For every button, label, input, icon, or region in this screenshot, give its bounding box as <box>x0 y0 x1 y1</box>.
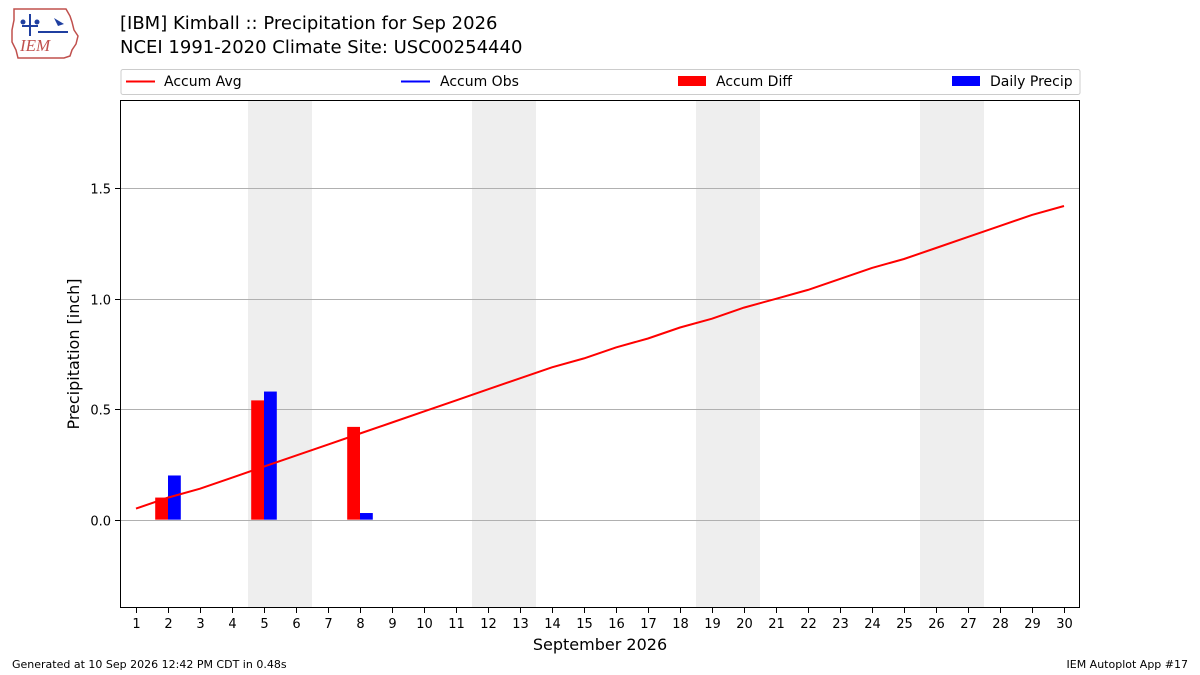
generated-timestamp: Generated at 10 Sep 2026 12:42 PM CDT in… <box>12 658 287 671</box>
x-tick-label: 29 <box>1024 617 1041 632</box>
x-tick-label: 8 <box>356 617 364 632</box>
x-axis: 1 2 3 4 5 6 7 8 9 10 11 12 13 14 15 16 17 18 19 20 21 22 23 24 2… <box>132 608 1073 632</box>
x-tick-label: 27 <box>960 617 977 632</box>
y-axis-label: Precipitation [inch] <box>64 278 83 429</box>
legend-label-accum-avg: Accum Avg <box>164 74 242 90</box>
x-tick-label: 13 <box>512 617 529 632</box>
weekend-band <box>696 100 760 608</box>
x-tick-label: 1 <box>132 617 140 632</box>
legend-box <box>120 69 1081 95</box>
x-tick-label: 28 <box>992 617 1009 632</box>
x-tick-label: 22 <box>800 617 817 632</box>
chart-title: [IBM] Kimball :: Precipitation for Sep 2… <box>120 13 498 34</box>
daily-precip-bar <box>360 513 373 520</box>
series-lines <box>135 205 1065 510</box>
x-tick-label: 20 <box>736 617 753 632</box>
y-tick-label: 1.5 <box>90 183 111 198</box>
x-tick-label: 11 <box>448 617 465 632</box>
x-tick-label: 7 <box>324 617 332 632</box>
accum-diff-bar <box>347 426 360 520</box>
x-tick-label: 25 <box>896 617 913 632</box>
legend-label-accum-diff: Accum Diff <box>716 74 792 90</box>
y-axis: 0.0 0.5 1.0 1.5 <box>90 183 120 530</box>
y-tick-label: 1.0 <box>90 294 111 309</box>
legend-swatch-daily-precip <box>952 76 980 86</box>
x-tick-label: 4 <box>228 617 236 632</box>
y-tick-label: 0.5 <box>90 404 111 419</box>
x-tick-label: 16 <box>608 617 625 632</box>
legend-swatch-accum-diff <box>678 76 706 86</box>
x-tick-label: 14 <box>544 617 561 632</box>
app-id: IEM Autoplot App #17 <box>1066 658 1189 671</box>
iem-logo: IEM <box>11 8 79 59</box>
x-tick-label: 17 <box>640 617 657 632</box>
daily-precip-bar <box>168 475 181 520</box>
daily-precip-bar <box>264 391 277 520</box>
accum-diff-bar <box>155 497 168 520</box>
weekend-band <box>472 100 536 608</box>
weekend-band <box>248 100 312 608</box>
x-tick-label: 12 <box>480 617 497 632</box>
logo-text: IEM <box>19 36 51 55</box>
weekend-band <box>920 100 984 608</box>
x-tick-label: 9 <box>388 617 396 632</box>
x-tick-label: 30 <box>1056 617 1073 632</box>
legend-label-accum-obs: Accum Obs <box>440 74 519 90</box>
accum-avg-line <box>135 205 1065 510</box>
y-gridlines <box>120 188 1080 521</box>
x-tick-label: 24 <box>864 617 881 632</box>
x-tick-label: 19 <box>704 617 721 632</box>
x-tick-label: 3 <box>196 617 204 632</box>
plot-frame <box>120 100 1080 608</box>
x-axis-label: September 2026 <box>533 635 667 654</box>
x-tick-label: 15 <box>576 617 593 632</box>
bars <box>155 391 373 520</box>
chart-subtitle: NCEI 1991-2020 Climate Site: USC00254440 <box>120 37 523 58</box>
legend-label-daily-precip: Daily Precip <box>990 74 1073 90</box>
x-tick-label: 5 <box>260 617 268 632</box>
legend: Accum Avg Accum Obs Accum Diff Daily Pre… <box>120 69 1081 95</box>
y-tick-label: 0.0 <box>90 515 111 530</box>
weekend-shading <box>248 100 984 608</box>
x-tick-label: 18 <box>672 617 689 632</box>
x-tick-label: 10 <box>416 617 433 632</box>
x-tick-label: 6 <box>292 617 300 632</box>
accum-diff-bar <box>251 400 264 520</box>
x-tick-label: 26 <box>928 617 945 632</box>
x-tick-label: 23 <box>832 617 849 632</box>
x-tick-label: 2 <box>164 617 172 632</box>
x-tick-label: 21 <box>768 617 785 632</box>
